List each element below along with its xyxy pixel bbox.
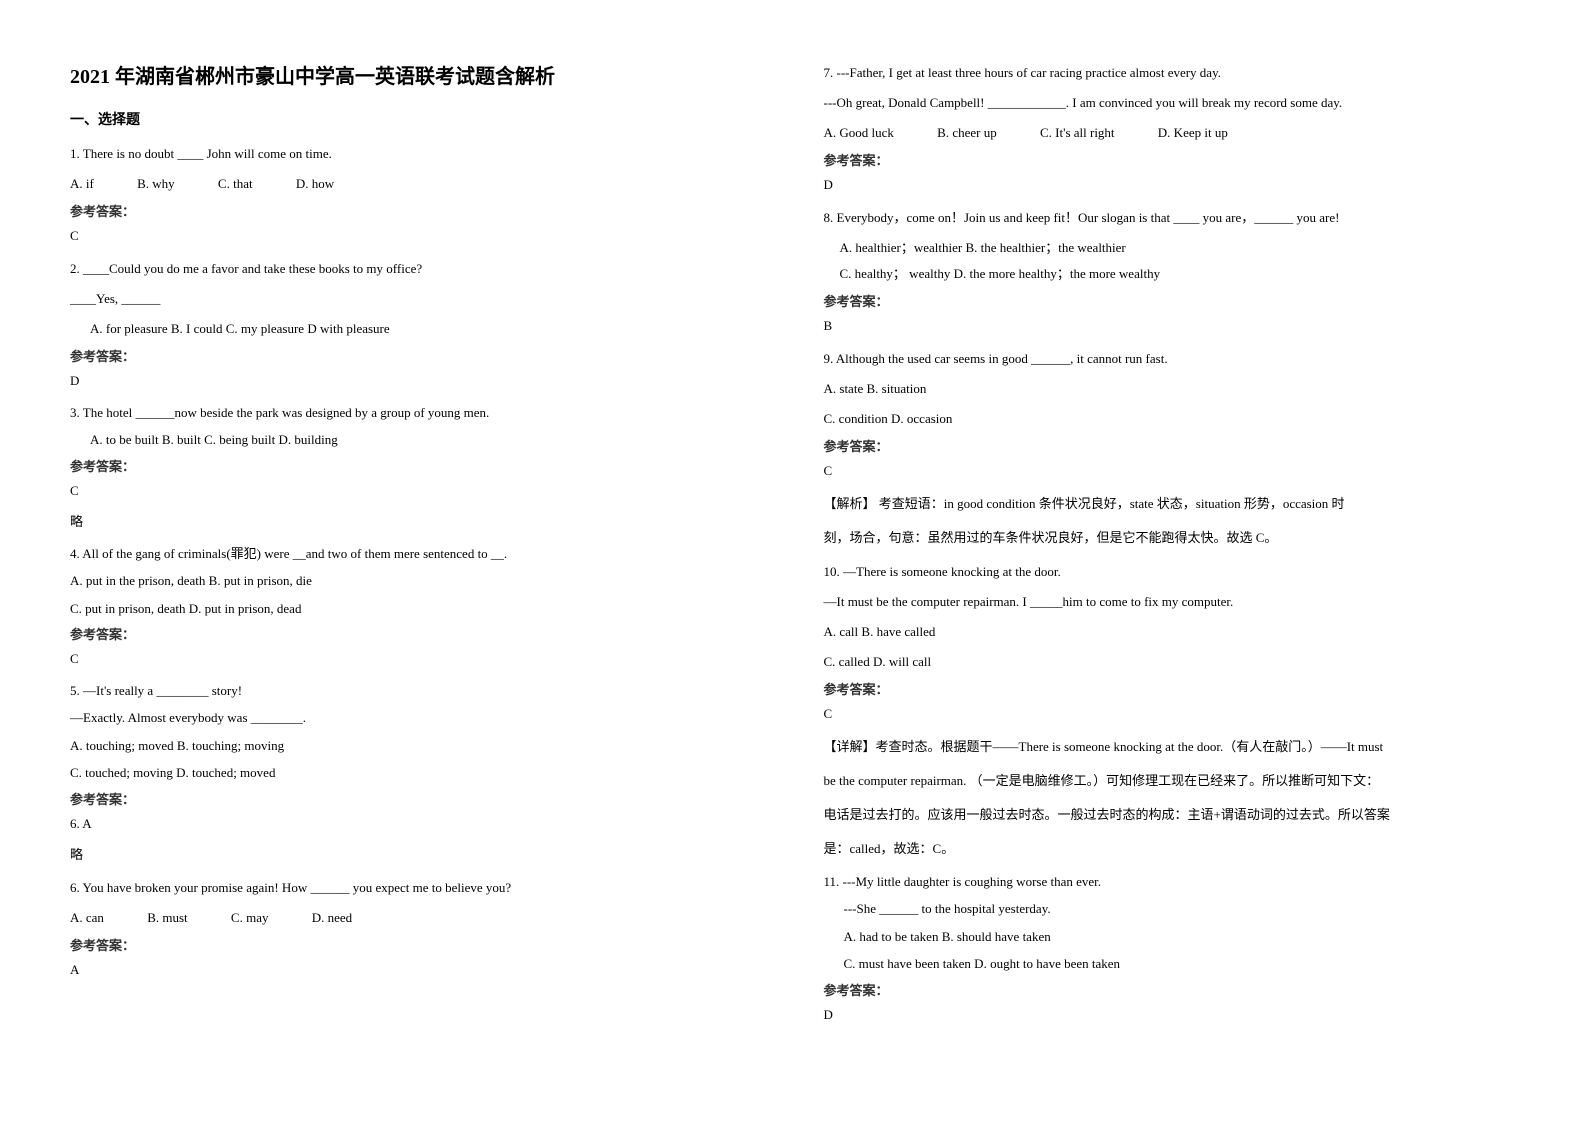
q10-exp1: 【详解】考查时态。根据题干——There is someone knocking… [824, 734, 1518, 760]
q5-options-l1: A. touching; moved B. touching; moving [70, 734, 764, 757]
q2-answer: D [70, 373, 764, 389]
q7-line2: ---Oh great, Donald Campbell! __________… [824, 90, 1518, 116]
q7-answer-label: 参考答案： [824, 150, 1518, 169]
q10-line2: —It must be the computer repairman. I __… [824, 589, 1518, 615]
q10-options-l1: A. call B. have called [824, 619, 1518, 645]
q10-answer: C [824, 706, 1518, 722]
q2-options: A. for pleasure B. I could C. my pleasur… [70, 316, 764, 342]
q6-answer: A [70, 962, 764, 978]
q11-answer-label: 参考答案： [824, 980, 1518, 999]
q5-answer-label: 参考答案： [70, 789, 764, 808]
q10-exp2: be the computer repairman. （一定是电脑维修工。）可知… [824, 768, 1518, 794]
q1-opt-a: A. if [70, 171, 94, 197]
q1-answer-label: 参考答案： [70, 201, 764, 220]
q1-answer: C [70, 228, 764, 244]
q5-answer: 6. A [70, 816, 764, 832]
q11-line2: ---She ______ to the hospital yesterday. [824, 897, 1518, 920]
q4-text: 4. All of the gang of criminals(罪犯) were… [70, 542, 764, 565]
q8-answer: B [824, 318, 1518, 334]
q3-answer: C [70, 483, 764, 499]
q7-opt-a: A. Good luck [824, 120, 894, 146]
q8-options-l1: A. healthier；wealthier B. the healthier；… [824, 235, 1518, 261]
q9-exp1: 【解析】 考查短语：in good condition 条件状况良好，state… [824, 491, 1518, 517]
q7-opt-c: C. It's all right [1040, 120, 1115, 146]
q7-text: 7. ---Father, I get at least three hours… [824, 60, 1518, 86]
section-title: 一、选择题 [70, 109, 764, 129]
q8-answer-label: 参考答案： [824, 291, 1518, 310]
q7-answer: D [824, 177, 1518, 193]
q9-text: 9. Although the used car seems in good _… [824, 346, 1518, 372]
q10-answer-label: 参考答案： [824, 679, 1518, 698]
q1-opt-d: D. how [296, 171, 334, 197]
q5-note: 略 [70, 844, 764, 863]
q10-text: 10. —There is someone knocking at the do… [824, 559, 1518, 585]
q7-opt-b: B. cheer up [937, 120, 997, 146]
left-column: 2021 年湖南省郴州市豪山中学高一英语联考试题含解析 一、选择题 1. The… [40, 60, 794, 1062]
q11-answer: D [824, 1007, 1518, 1023]
q4-answer: C [70, 651, 764, 667]
page-title: 2021 年湖南省郴州市豪山中学高一英语联考试题含解析 [70, 60, 764, 89]
q6-opt-d: D. need [312, 905, 352, 931]
q4-options-l1: A. put in the prison, death B. put in pr… [70, 569, 764, 592]
q9-options-l2: C. condition D. occasion [824, 406, 1518, 432]
q9-options-l1: A. state B. situation [824, 376, 1518, 402]
q1-opt-b: B. why [137, 171, 175, 197]
q3-note: 略 [70, 511, 764, 530]
q1-options: A. if B. why C. that D. how [70, 171, 764, 197]
q4-answer-label: 参考答案： [70, 624, 764, 643]
q8-text: 8. Everybody，come on！Join us and keep fi… [824, 205, 1518, 231]
q3-text: 3. The hotel ______now beside the park w… [70, 401, 764, 424]
q5-text: 5. —It's really a ________ story! [70, 679, 764, 702]
q2-answer-label: 参考答案： [70, 346, 764, 365]
q7-options: A. Good luck B. cheer up C. It's all rig… [824, 120, 1518, 146]
q11-options-l2: C. must have been taken D. ought to have… [824, 952, 1518, 975]
q2-line2: ____Yes, ______ [70, 286, 764, 312]
q9-answer: C [824, 463, 1518, 479]
q9-answer-label: 参考答案： [824, 436, 1518, 455]
right-column: 7. ---Father, I get at least three hours… [794, 60, 1548, 1062]
q1-opt-c: C. that [218, 171, 253, 197]
q9-exp2: 刻，场合，句意：虽然用过的车条件状况良好，但是它不能跑得太快。故选 C。 [824, 525, 1518, 551]
q6-options: A. can B. must C. may D. need [70, 905, 764, 931]
q1-text: 1. There is no doubt ____ John will come… [70, 141, 764, 167]
q10-options-l2: C. called D. will call [824, 649, 1518, 675]
q11-text: 11. ---My little daughter is coughing wo… [824, 870, 1518, 893]
q4-options-l2: C. put in prison, death D. put in prison… [70, 597, 764, 620]
q5-options-l2: C. touched; moving D. touched; moved [70, 761, 764, 784]
q6-opt-a: A. can [70, 905, 104, 931]
q3-answer-label: 参考答案： [70, 456, 764, 475]
q11-options-l1: A. had to be taken B. should have taken [824, 925, 1518, 948]
q6-answer-label: 参考答案： [70, 935, 764, 954]
q10-exp3: 电话是过去打的。应该用一般过去时态。一般过去时态的构成：主语+谓语动词的过去式。… [824, 802, 1518, 828]
q10-exp4: 是：called，故选：C。 [824, 836, 1518, 862]
q5-line2: —Exactly. Almost everybody was ________. [70, 706, 764, 729]
q8-options-l2: C. healthy； wealthy D. the more healthy；… [824, 261, 1518, 287]
q7-opt-d: D. Keep it up [1158, 120, 1228, 146]
q6-opt-b: B. must [147, 905, 187, 931]
q6-text: 6. You have broken your promise again! H… [70, 875, 764, 901]
q6-opt-c: C. may [231, 905, 269, 931]
q3-options: A. to be built B. built C. being built D… [70, 428, 764, 451]
q2-text: 2. ____Could you do me a favor and take … [70, 256, 764, 282]
